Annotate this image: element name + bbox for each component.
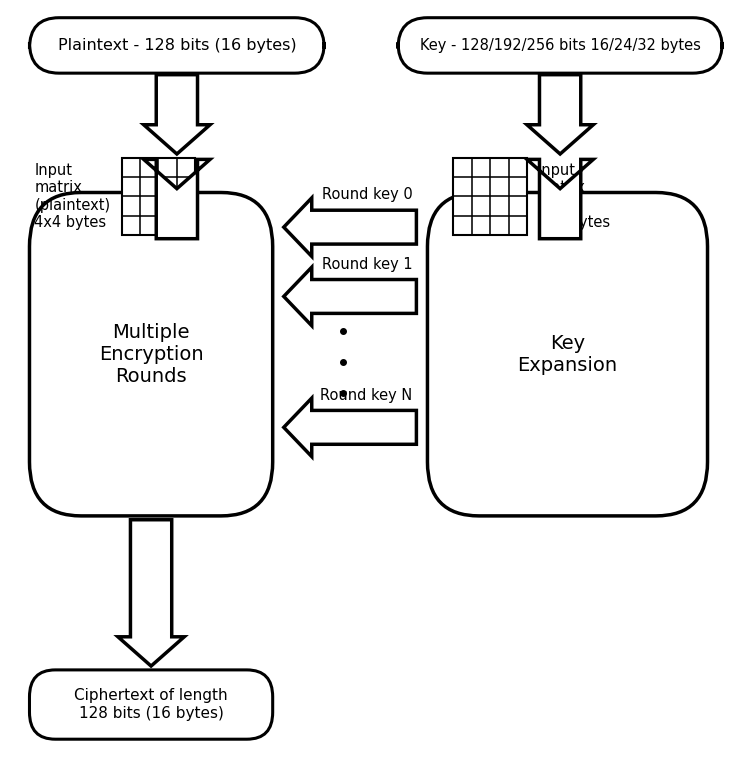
Polygon shape — [527, 75, 593, 154]
Bar — [453, 158, 527, 235]
FancyBboxPatch shape — [398, 18, 722, 73]
Polygon shape — [144, 159, 210, 239]
FancyBboxPatch shape — [29, 18, 324, 73]
Text: Key
Expansion: Key Expansion — [517, 333, 618, 375]
FancyBboxPatch shape — [29, 192, 273, 516]
Text: Round key 1: Round key 1 — [322, 256, 413, 272]
Bar — [122, 158, 195, 235]
Polygon shape — [118, 520, 184, 666]
FancyBboxPatch shape — [427, 192, 708, 516]
Polygon shape — [284, 398, 416, 457]
Text: Input
matrix
(plaintext)
4x4 bytes: Input matrix (plaintext) 4x4 bytes — [35, 162, 111, 230]
Text: Plaintext - 128 bits (16 bytes): Plaintext - 128 bits (16 bytes) — [57, 38, 296, 53]
Polygon shape — [144, 75, 210, 154]
Text: Multiple
Encryption
Rounds: Multiple Encryption Rounds — [99, 323, 203, 386]
Polygon shape — [284, 267, 416, 326]
Text: Input
matrix
(key)
4x4 bytes: Input matrix (key) 4x4 bytes — [538, 162, 610, 230]
Polygon shape — [284, 198, 416, 256]
Text: Ciphertext of length
128 bits (16 bytes): Ciphertext of length 128 bits (16 bytes) — [74, 688, 228, 721]
Polygon shape — [527, 159, 593, 239]
Text: Round key 0: Round key 0 — [322, 187, 413, 203]
Text: Round key N: Round key N — [321, 387, 413, 403]
Text: Key - 128/192/256 bits 16/24/32 bytes: Key - 128/192/256 bits 16/24/32 bytes — [419, 38, 701, 53]
FancyBboxPatch shape — [29, 670, 273, 739]
